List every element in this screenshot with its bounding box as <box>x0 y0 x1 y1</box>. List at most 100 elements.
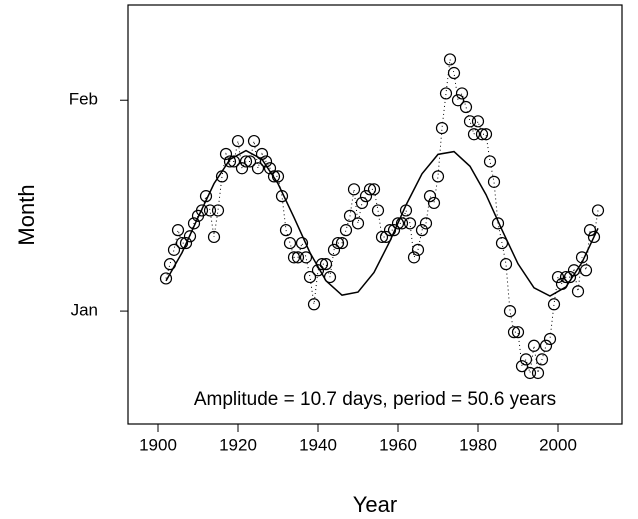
data-point <box>459 100 473 114</box>
data-point <box>163 258 177 271</box>
data-point <box>415 224 429 237</box>
data-point <box>179 236 193 250</box>
data-point <box>371 204 385 217</box>
data-point <box>195 204 209 217</box>
data-point <box>539 339 553 352</box>
data-point <box>591 204 605 217</box>
data-point <box>579 264 593 277</box>
data-point <box>375 230 389 244</box>
data-point <box>343 209 357 222</box>
x-tick-label: 1940 <box>299 435 337 454</box>
data-point <box>575 251 589 264</box>
data-point <box>259 155 273 168</box>
data-point <box>291 251 305 264</box>
data-point <box>427 196 441 210</box>
data-point <box>307 298 321 311</box>
data-point <box>331 236 345 250</box>
data-point <box>399 204 413 217</box>
data-point <box>303 270 317 284</box>
data-point <box>287 251 301 264</box>
data-point <box>547 298 561 311</box>
x-axis-label: Year <box>353 492 397 517</box>
data-point <box>379 230 393 244</box>
data-point <box>567 264 581 277</box>
data-point <box>527 339 541 352</box>
data-point <box>367 183 381 196</box>
data-point <box>559 270 573 284</box>
data-point <box>411 243 425 256</box>
data-point <box>503 304 517 318</box>
data-point <box>279 224 293 237</box>
data-point <box>543 332 557 346</box>
data-point <box>295 236 309 250</box>
data-point <box>571 285 585 298</box>
data-point <box>207 230 221 244</box>
data-point <box>535 353 549 366</box>
data-point <box>383 224 397 237</box>
data-point <box>515 360 529 373</box>
data-point <box>231 134 245 148</box>
data-point <box>531 366 545 380</box>
x-tick-label: 2000 <box>539 435 577 454</box>
data-point <box>339 224 353 237</box>
data-point <box>443 53 457 66</box>
data-point <box>355 196 369 210</box>
data-point <box>475 128 489 141</box>
data-point <box>247 134 261 148</box>
data-point <box>523 366 537 380</box>
data-point <box>235 162 249 175</box>
data-point <box>563 270 577 284</box>
data-point <box>359 190 373 203</box>
plot-frame <box>127 4 623 425</box>
data-point <box>391 217 405 230</box>
x-tick-label: 1980 <box>459 435 497 454</box>
data-point <box>471 115 485 128</box>
data-point <box>203 204 217 217</box>
data-point <box>419 217 433 230</box>
data-point <box>451 94 465 107</box>
data-point <box>243 155 257 168</box>
data-point <box>311 264 325 277</box>
data-point <box>315 258 329 271</box>
data-point <box>519 353 533 366</box>
data-point <box>347 183 361 196</box>
data-point <box>187 217 201 230</box>
data-point <box>507 326 521 339</box>
data-point <box>283 236 297 250</box>
data-point <box>227 155 241 168</box>
data-point <box>251 162 265 175</box>
data-point <box>555 277 569 290</box>
data-point <box>487 175 501 188</box>
data-point <box>483 155 497 168</box>
data-point <box>479 128 493 141</box>
fit-curve <box>165 149 599 297</box>
data-point <box>159 272 173 285</box>
data-point <box>327 243 341 256</box>
data-point <box>323 270 337 284</box>
data-point <box>267 170 281 183</box>
data-point <box>223 155 237 168</box>
data-point <box>499 258 513 271</box>
data-line <box>165 59 599 374</box>
data-point <box>219 147 233 161</box>
data-point <box>363 183 377 196</box>
data-point <box>183 230 197 243</box>
data-point <box>299 251 313 264</box>
data-point <box>199 190 213 203</box>
data-point <box>403 217 417 230</box>
data-point <box>583 224 597 237</box>
data-point <box>239 155 253 168</box>
data-point <box>463 115 477 128</box>
x-tick-label: 1900 <box>139 435 177 454</box>
data-point <box>495 236 509 250</box>
data-point <box>263 162 277 175</box>
y-tick-label: Feb <box>69 90 98 109</box>
data-point <box>491 217 505 230</box>
data-point <box>319 258 333 271</box>
data-point <box>167 243 181 256</box>
data-point <box>467 128 481 141</box>
x-tick-label: 1960 <box>379 435 417 454</box>
data-point <box>335 236 349 250</box>
data-point <box>387 224 401 237</box>
